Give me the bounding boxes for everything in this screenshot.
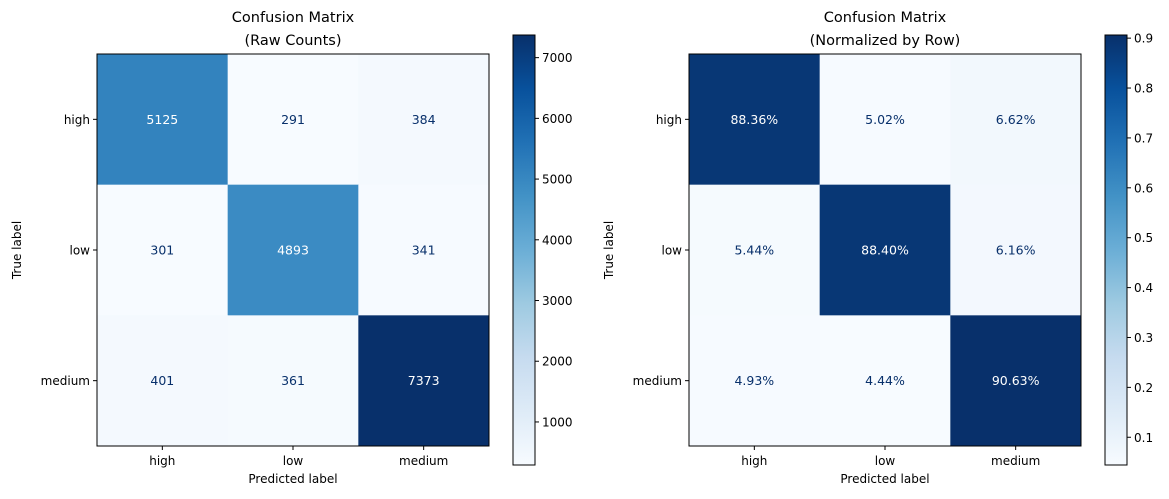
- colorbar-tick-label: 2000: [542, 355, 573, 369]
- colorbar-tick-label: 0.7: [1134, 131, 1153, 145]
- confusion-matrix-normalized: Confusion Matrix (Normalized by Row) 88.36…: [602, 10, 1153, 486]
- matrix-cell: [97, 54, 229, 186]
- x-tick-label: low: [283, 454, 304, 468]
- y-axis-label: True label: [602, 221, 616, 280]
- x-tick-label: high: [741, 454, 767, 468]
- x-tick-label: medium: [399, 454, 448, 468]
- cell-value-label: 6.16%: [996, 243, 1036, 258]
- y-axis-label: True label: [10, 221, 24, 280]
- colorbar-tick-label: 6000: [542, 112, 573, 126]
- matrix-cell: [950, 315, 1082, 447]
- y-tick-label: high: [656, 113, 682, 127]
- x-axis-label: Predicted label: [248, 472, 337, 486]
- cell-value-label: 341: [412, 243, 436, 258]
- confusion-matrix-raw: Confusion Matrix (Raw Counts) 5125 291 384 30…: [10, 10, 573, 486]
- matrix-cell: [97, 315, 229, 447]
- matrix-cell: [227, 184, 359, 316]
- matrix-cell: [819, 315, 951, 447]
- cell-value-label: 88.36%: [730, 112, 778, 127]
- x-tick-label: medium: [991, 454, 1040, 468]
- matrix-cell: [819, 54, 951, 186]
- cell-value-label: 301: [150, 243, 174, 258]
- cell-value-label: 7373: [408, 373, 440, 388]
- chart-title-line1: Confusion Matrix: [232, 10, 355, 26]
- y-tick-label: medium: [633, 374, 682, 388]
- matrix-cell: [227, 54, 359, 186]
- matrix-cell: [950, 54, 1082, 186]
- chart-title-line2: (Normalized by Row): [810, 33, 961, 49]
- matrix-cell: [358, 184, 490, 316]
- cell-value-label: 4.93%: [734, 373, 774, 388]
- y-tick-label: low: [662, 244, 683, 258]
- x-tick-label: low: [875, 454, 896, 468]
- y-tick-label: high: [64, 113, 90, 127]
- colorbar-tick-label: 1000: [542, 415, 573, 429]
- cell-value-label: 401: [150, 373, 174, 388]
- cell-value-label: 361: [281, 373, 305, 388]
- matrix-cell: [358, 315, 490, 447]
- y-tick-label: low: [70, 244, 91, 258]
- x-axis-label: Predicted label: [840, 472, 929, 486]
- cell-value-label: 384: [412, 112, 436, 127]
- colorbar-tick-label: 0.4: [1134, 281, 1153, 295]
- chart-title-line1: Confusion Matrix: [824, 10, 947, 26]
- colorbar: [1104, 34, 1128, 466]
- x-tick-label: high: [149, 454, 175, 468]
- colorbar-tick-label: 5000: [542, 173, 573, 187]
- matrix-cell: [358, 54, 490, 186]
- cell-value-label: 6.62%: [996, 112, 1036, 127]
- colorbar-tick-label: 3000: [542, 294, 573, 308]
- matrix-cell: [689, 315, 821, 447]
- cell-value-label: 90.63%: [992, 373, 1040, 388]
- cell-value-label: 5.44%: [734, 243, 774, 258]
- cell-value-label: 4893: [277, 243, 309, 258]
- matrix-cell: [97, 184, 229, 316]
- colorbar-tick-label: 0.2: [1134, 381, 1153, 395]
- colorbar-tick-label: 0.5: [1134, 231, 1153, 245]
- colorbar-tick-label: 4000: [542, 233, 573, 247]
- colorbar: [512, 34, 536, 466]
- colorbar-tick-label: 0.6: [1134, 181, 1153, 195]
- colorbar-tick-label: 0.9: [1134, 32, 1153, 46]
- colorbar-tick-label: 7000: [542, 51, 573, 65]
- chart-title-line2: (Raw Counts): [244, 33, 341, 49]
- matrix-cell: [950, 184, 1082, 316]
- matrix-cell: [689, 184, 821, 316]
- cell-value-label: 4.44%: [865, 373, 905, 388]
- cell-value-label: 291: [281, 112, 305, 127]
- matrix-cell: [689, 54, 821, 186]
- colorbar-tick-label: 0.1: [1134, 431, 1153, 445]
- cell-value-label: 5.02%: [865, 112, 905, 127]
- matrix-cell: [227, 315, 359, 447]
- cell-value-label: 88.40%: [861, 243, 909, 258]
- cell-value-label: 5125: [146, 112, 178, 127]
- colorbar-tick-label: 0.3: [1134, 331, 1153, 345]
- matrix-cell: [819, 184, 951, 316]
- y-tick-label: medium: [41, 374, 90, 388]
- colorbar-tick-label: 0.8: [1134, 82, 1153, 96]
